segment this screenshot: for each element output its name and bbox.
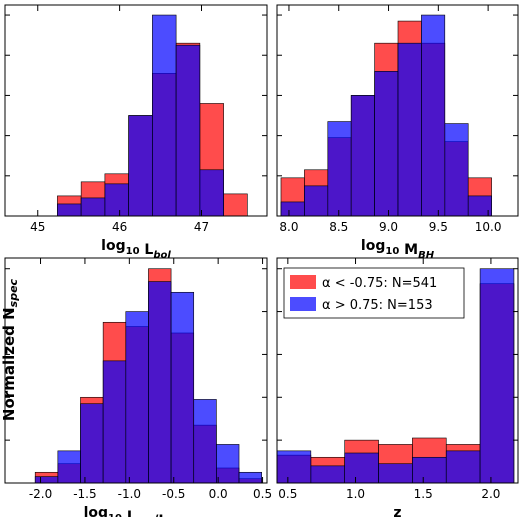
panel-3-series-2-bar-8 — [193, 399, 217, 483]
panel-1-frame — [4, 4, 268, 217]
panel-1: 45 46 47 log10 Lbol — [4, 4, 268, 261]
panel-4-bars — [277, 268, 515, 483]
panel-2-xtick-label-3: 9.0 — [379, 220, 398, 234]
panel-3-series-2-bar-4 — [102, 360, 127, 483]
legend-swatch-red — [290, 275, 316, 289]
figure-ylabel: Normalized Nspec — [0, 278, 20, 421]
panel-2-xtick-label-5: 10.0 — [475, 220, 502, 234]
panel-3-xtick-label-1: -2.0 — [29, 487, 52, 501]
panel-3: -2.0 -1.5 -1.0 -0.5 0.0 0.5 log10 Lbol/LEdd — [4, 257, 272, 517]
panel-1-series-1-bar-9 — [223, 193, 248, 216]
panel-4-xtick-label-4: 2.0 — [481, 487, 500, 501]
panel-3-series-2-bar-6 — [148, 281, 172, 483]
panel-3-xlabel: log10 Lbol/LEdd — [84, 505, 190, 517]
panel-1-xtick-label-2: 46 — [112, 220, 127, 234]
panel-4-series-2-bar-6 — [445, 450, 481, 483]
panel-3-xtick-label-3: -1.0 — [118, 487, 141, 501]
panel-2-xtick-label-2: 8.5 — [329, 220, 348, 234]
panel-1-series-2-bar-2 — [57, 203, 82, 216]
panel-1-series-2-bar-4 — [104, 183, 129, 216]
panel-1-series-2-bar-6 — [152, 14, 177, 216]
panel-3-bars — [34, 268, 262, 483]
panel-4-xlabel: z — [393, 505, 401, 517]
panel-4-series-2-bar-7 — [479, 268, 515, 483]
panel-2-xtick-label-1: 8.0 — [279, 220, 298, 234]
panel-1-xtick-label-1: 45 — [30, 220, 45, 234]
legend-label-blue: α > 0.75: N=153 — [322, 298, 433, 313]
panel-4-series-2-bar-2 — [310, 465, 345, 483]
panel-2-series-2-bar-1 — [280, 201, 305, 216]
panel-3-xtick-label-4: -0.5 — [162, 487, 185, 501]
panel-3-series-2-bar-7 — [170, 291, 195, 483]
panel-1-bars — [57, 14, 248, 216]
panel-4-xtick-label-3: 1.5 — [414, 487, 433, 501]
panel-1-series-2-bar-7 — [175, 44, 201, 216]
panel-2-bars — [280, 14, 492, 216]
panel-4-series-2-bar-3 — [344, 452, 379, 483]
panel-3-series-2-bar-1 — [34, 476, 59, 483]
panel-3-frame — [4, 257, 268, 484]
panel-2-series-2-bar-5 — [374, 71, 399, 216]
panel-2-series-2-bar-3 — [327, 121, 352, 216]
panel-1-series-2-bar-8 — [199, 169, 224, 216]
panel-3-series-2-bar-10 — [238, 471, 262, 483]
panel-1-series-2-bar-5 — [128, 115, 153, 216]
legend: α < -0.75: N=541 α > 0.75: N=153 — [283, 267, 465, 319]
panel-2-xtick-label-4: 9.5 — [429, 220, 448, 234]
panel-2-xlabel: log10 MBH — [361, 238, 435, 261]
legend-swatch-blue — [290, 297, 316, 311]
panel-3-xtick-label-2: -1.5 — [73, 487, 96, 501]
panel-4-series-2-bar-5 — [412, 456, 447, 483]
panel-3-xtick-label-6: 0.5 — [253, 487, 272, 501]
panel-3-series-2-bar-2 — [57, 450, 81, 483]
panel-3-xtick-label-5: 0.0 — [209, 487, 228, 501]
panel-4: 0.5 1.0 1.5 2.0 z — [276, 257, 519, 517]
panel-1-series-2-bar-3 — [80, 197, 106, 216]
panel-4-series-2-bar-1 — [277, 450, 312, 483]
panel-2-series-2-bar-8 — [444, 123, 469, 216]
panel-1-xtick-label-3: 47 — [194, 220, 209, 234]
panel-2-series-2-bar-6 — [397, 42, 422, 216]
legend-label-red: α < -0.75: N=541 — [322, 276, 437, 291]
panel-3-series-2-bar-9 — [216, 444, 240, 483]
panel-2: 8.0 8.5 9.0 9.5 10.0 log10 MBH — [276, 4, 519, 261]
panel-2-series-2-bar-4 — [350, 95, 375, 216]
panel-3-series-2-bar-5 — [125, 311, 149, 483]
panel-2-frame — [276, 4, 519, 217]
panel-1-xlabel: log10 Lbol — [101, 238, 171, 261]
panel-2-series-2-bar-7 — [421, 14, 446, 216]
panel-2-series-2-bar-2 — [304, 185, 329, 216]
panel-4-series-2-bar-4 — [378, 463, 413, 483]
panel-4-xtick-label-2: 1.0 — [346, 487, 365, 501]
panel-4-frame — [276, 257, 519, 484]
panel-3-series-2-bar-3 — [80, 403, 104, 483]
panel-4-xtick-label-1: 0.5 — [278, 487, 297, 501]
